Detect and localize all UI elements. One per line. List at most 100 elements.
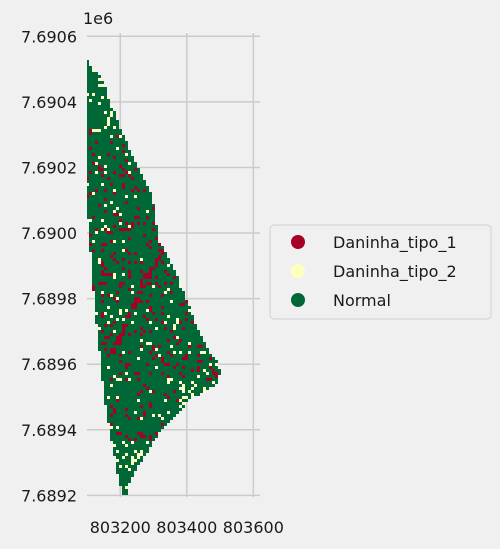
raster-cell bbox=[167, 279, 170, 282]
raster-cell bbox=[116, 165, 119, 168]
raster-cell bbox=[128, 291, 131, 294]
raster-cell bbox=[92, 201, 95, 204]
raster-cell bbox=[104, 279, 107, 282]
raster-cell bbox=[134, 249, 137, 252]
raster-cell bbox=[98, 96, 101, 99]
raster-cell bbox=[116, 471, 119, 474]
raster-cell bbox=[128, 354, 131, 357]
raster-cell bbox=[152, 216, 155, 219]
raster-cell bbox=[152, 372, 155, 375]
raster-cell bbox=[113, 279, 116, 282]
raster-cell bbox=[140, 339, 143, 342]
raster-cell bbox=[107, 291, 110, 294]
raster-cell bbox=[137, 387, 140, 390]
raster-cell bbox=[101, 204, 104, 207]
raster-cell bbox=[182, 300, 185, 303]
raster-cell bbox=[128, 327, 131, 330]
raster-cell bbox=[173, 411, 176, 414]
raster-cell bbox=[113, 438, 116, 441]
raster-cell bbox=[158, 348, 161, 351]
raster-cell bbox=[119, 255, 122, 258]
raster-cell bbox=[128, 279, 131, 282]
raster-cell bbox=[167, 363, 170, 366]
raster-cell bbox=[164, 318, 167, 321]
raster-cell bbox=[125, 276, 128, 279]
raster-cell bbox=[116, 456, 119, 459]
raster-cell bbox=[155, 384, 158, 387]
raster-cell bbox=[92, 189, 95, 192]
raster-cell bbox=[101, 288, 104, 291]
raster-cell bbox=[176, 360, 179, 363]
raster-cell bbox=[87, 141, 89, 144]
raster-cell bbox=[152, 315, 155, 318]
raster-cell bbox=[107, 342, 110, 345]
raster-cell bbox=[170, 396, 173, 399]
raster-cell bbox=[104, 333, 107, 336]
raster-cell bbox=[176, 312, 179, 315]
raster-cell bbox=[155, 312, 158, 315]
raster-cell bbox=[128, 438, 131, 441]
raster-cell bbox=[173, 366, 176, 369]
raster-cell bbox=[182, 306, 185, 309]
raster-cell bbox=[92, 120, 95, 123]
raster-cell bbox=[101, 309, 104, 312]
raster-cell bbox=[161, 276, 164, 279]
raster-cell bbox=[170, 267, 173, 270]
raster-cell bbox=[134, 255, 137, 258]
raster-cell bbox=[125, 216, 128, 219]
raster-cell bbox=[101, 225, 104, 228]
raster-cell bbox=[137, 372, 140, 375]
raster-cell bbox=[161, 390, 164, 393]
raster-cell bbox=[179, 375, 182, 378]
raster-cell bbox=[125, 246, 128, 249]
raster-cell bbox=[170, 408, 173, 411]
raster-cell bbox=[149, 363, 152, 366]
raster-cell bbox=[128, 330, 131, 333]
raster-cell bbox=[89, 225, 92, 228]
raster-cell bbox=[122, 321, 125, 324]
raster-cell bbox=[116, 465, 119, 468]
raster-cell bbox=[101, 198, 104, 201]
raster-cell bbox=[170, 279, 173, 282]
raster-cell bbox=[143, 192, 146, 195]
raster-cell bbox=[95, 102, 98, 105]
raster-cell bbox=[191, 360, 194, 363]
raster-cell bbox=[122, 399, 125, 402]
raster-cell bbox=[212, 366, 215, 369]
raster-cell bbox=[137, 426, 140, 429]
raster-cell bbox=[149, 366, 152, 369]
raster-cell bbox=[152, 285, 155, 288]
raster-cell bbox=[122, 342, 125, 345]
raster-cell bbox=[98, 255, 101, 258]
raster-cell bbox=[125, 165, 128, 168]
raster-cell bbox=[92, 129, 95, 132]
raster-cell bbox=[134, 165, 137, 168]
raster-cell bbox=[87, 66, 89, 69]
raster-cell bbox=[206, 366, 209, 369]
raster-cell bbox=[134, 456, 137, 459]
raster-cell bbox=[107, 363, 110, 366]
raster-cell bbox=[98, 189, 101, 192]
raster-cell bbox=[119, 246, 122, 249]
raster-cell bbox=[116, 147, 119, 150]
raster-cell bbox=[131, 447, 134, 450]
raster-cell bbox=[167, 390, 170, 393]
raster-cell bbox=[113, 390, 116, 393]
raster-cell bbox=[128, 225, 131, 228]
raster-cell bbox=[197, 375, 200, 378]
raster-cell bbox=[188, 315, 191, 318]
raster-cell bbox=[152, 255, 155, 258]
raster-cell bbox=[125, 465, 128, 468]
raster-cell bbox=[104, 270, 107, 273]
raster-cell bbox=[140, 366, 143, 369]
raster-cell bbox=[215, 369, 218, 372]
raster-cell bbox=[92, 174, 95, 177]
raster-cell bbox=[101, 174, 104, 177]
raster-cell bbox=[101, 150, 104, 153]
raster-cell bbox=[119, 465, 122, 468]
raster-cell bbox=[176, 387, 179, 390]
raster-cell bbox=[125, 273, 128, 276]
raster-cell bbox=[98, 78, 101, 81]
raster-cell bbox=[134, 354, 137, 357]
raster-cell bbox=[161, 378, 164, 381]
